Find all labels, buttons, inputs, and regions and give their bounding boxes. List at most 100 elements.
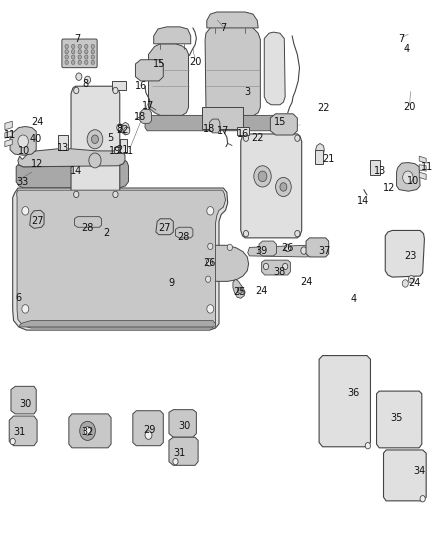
Polygon shape (241, 134, 302, 238)
Circle shape (85, 76, 91, 84)
Polygon shape (16, 160, 128, 188)
Text: 27: 27 (31, 216, 43, 226)
Text: 40: 40 (29, 134, 42, 144)
Circle shape (254, 166, 271, 187)
Text: 34: 34 (413, 466, 425, 475)
Circle shape (22, 305, 29, 313)
Text: 4: 4 (351, 294, 357, 304)
Polygon shape (319, 356, 371, 447)
Text: 15: 15 (153, 59, 165, 69)
Circle shape (85, 60, 88, 64)
Polygon shape (5, 139, 12, 147)
Circle shape (280, 183, 287, 191)
Circle shape (87, 130, 103, 149)
Circle shape (65, 50, 68, 54)
Polygon shape (419, 165, 426, 171)
Circle shape (18, 135, 28, 148)
Polygon shape (5, 121, 12, 130)
Polygon shape (207, 12, 258, 28)
Polygon shape (384, 450, 426, 501)
Circle shape (124, 127, 130, 134)
Circle shape (244, 230, 249, 237)
Circle shape (420, 496, 425, 502)
Circle shape (91, 60, 95, 64)
Circle shape (283, 263, 288, 270)
Polygon shape (248, 245, 319, 257)
Circle shape (408, 276, 414, 283)
Polygon shape (419, 156, 426, 163)
Circle shape (205, 276, 211, 282)
Circle shape (22, 207, 29, 215)
Circle shape (244, 135, 249, 141)
Text: 24: 24 (300, 277, 312, 287)
Polygon shape (11, 386, 36, 414)
Polygon shape (306, 238, 328, 257)
Polygon shape (9, 416, 37, 446)
Circle shape (74, 87, 79, 94)
Text: 17: 17 (217, 126, 230, 136)
Polygon shape (176, 227, 193, 238)
Text: 12: 12 (31, 159, 43, 168)
Text: 7: 7 (220, 23, 226, 33)
Circle shape (258, 171, 267, 182)
Circle shape (206, 259, 212, 266)
Text: 26: 26 (282, 244, 294, 254)
Polygon shape (154, 27, 191, 44)
Polygon shape (419, 172, 426, 180)
Text: 30: 30 (178, 421, 190, 431)
Polygon shape (120, 245, 202, 253)
Text: 6: 6 (16, 293, 22, 303)
Text: 14: 14 (357, 196, 370, 206)
Polygon shape (259, 241, 276, 256)
Polygon shape (20, 320, 215, 327)
Circle shape (65, 44, 68, 49)
Polygon shape (396, 163, 420, 191)
Text: 18: 18 (134, 112, 146, 122)
Circle shape (402, 280, 408, 287)
Circle shape (173, 458, 178, 465)
Circle shape (113, 87, 118, 94)
Polygon shape (69, 414, 111, 448)
Polygon shape (5, 131, 12, 138)
Circle shape (65, 55, 68, 59)
Circle shape (145, 431, 152, 439)
Polygon shape (316, 143, 324, 156)
Text: 20: 20 (403, 102, 416, 112)
Text: 37: 37 (318, 246, 331, 256)
Text: 10: 10 (406, 175, 419, 185)
Text: 30: 30 (19, 399, 32, 409)
Bar (237, 126, 250, 135)
Text: 22: 22 (116, 125, 129, 135)
Text: 24: 24 (255, 286, 268, 296)
Text: 18: 18 (203, 124, 215, 134)
Text: 22: 22 (251, 133, 264, 143)
Circle shape (117, 124, 123, 131)
Text: 15: 15 (274, 117, 286, 127)
Circle shape (78, 55, 81, 59)
Text: 31: 31 (173, 448, 185, 458)
Text: 10: 10 (18, 146, 30, 156)
Circle shape (91, 44, 95, 49)
Polygon shape (156, 219, 173, 235)
Text: 14: 14 (70, 166, 82, 176)
Text: 11: 11 (4, 130, 16, 140)
Polygon shape (377, 391, 422, 448)
Circle shape (91, 55, 95, 59)
Bar (315, 150, 322, 164)
Polygon shape (135, 60, 163, 81)
Text: 19: 19 (110, 146, 121, 156)
Text: 20: 20 (189, 57, 201, 67)
Polygon shape (71, 86, 120, 200)
Circle shape (285, 244, 291, 252)
Text: 26: 26 (203, 259, 215, 268)
Circle shape (78, 50, 81, 54)
Polygon shape (30, 211, 44, 228)
Text: 12: 12 (382, 183, 395, 193)
Polygon shape (169, 410, 196, 437)
Circle shape (71, 44, 75, 49)
Text: 4: 4 (403, 44, 409, 54)
Circle shape (10, 438, 15, 445)
Text: 35: 35 (390, 413, 403, 423)
Text: 21: 21 (116, 145, 129, 155)
Bar (120, 139, 127, 152)
